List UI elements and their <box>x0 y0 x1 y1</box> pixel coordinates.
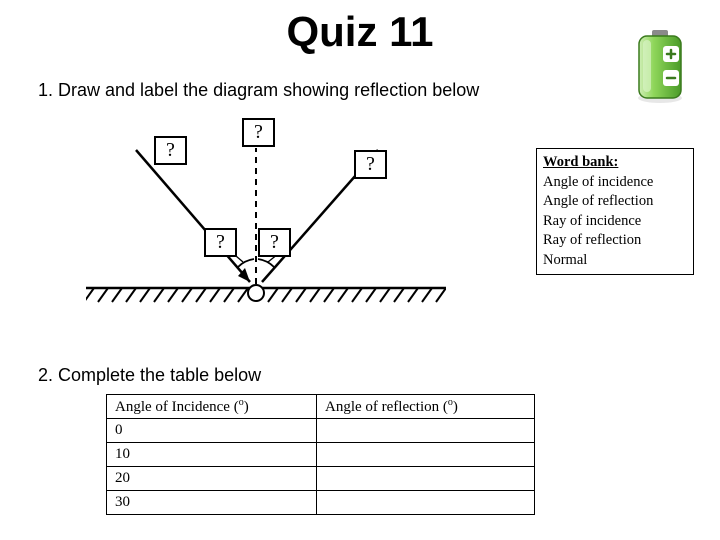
table-cell <box>317 419 535 443</box>
battery-icon <box>630 28 690 98</box>
table-cell <box>317 467 535 491</box>
table-cell: 20 <box>107 467 317 491</box>
reflection-diagram: ? ? ? ? ? <box>86 110 446 330</box>
table-cell: 30 <box>107 491 317 515</box>
question-2-text: 2. Complete the table below <box>38 365 261 386</box>
label-reflected-ray: ? <box>354 150 387 179</box>
table-cell: 0 <box>107 419 317 443</box>
word-bank-item: Ray of incidence <box>543 212 687 232</box>
angle-table: Angle of Incidence (o) Angle of reflecti… <box>106 394 535 515</box>
table-header-reflection: Angle of reflection (o) <box>317 395 535 419</box>
question-1-text: 1. Draw and label the diagram showing re… <box>38 80 479 101</box>
table-cell <box>317 443 535 467</box>
word-bank-title: Word bank: <box>543 153 687 173</box>
word-bank-item: Ray of reflection <box>543 231 687 251</box>
label-incident-ray: ? <box>154 136 187 165</box>
label-normal: ? <box>242 118 275 147</box>
word-bank-item: Angle of incidence <box>543 173 687 193</box>
page-title: Quiz 11 <box>0 0 720 56</box>
table-row: 30 <box>107 491 535 515</box>
table-header-row: Angle of Incidence (o) Angle of reflecti… <box>107 395 535 419</box>
table-cell: 10 <box>107 443 317 467</box>
label-angle-incidence: ? <box>204 228 237 257</box>
table-row: 20 <box>107 467 535 491</box>
table-row: 0 <box>107 419 535 443</box>
table-header-incidence: Angle of Incidence (o) <box>107 395 317 419</box>
word-bank-item: Normal <box>543 251 687 271</box>
word-bank-item: Angle of reflection <box>543 192 687 212</box>
word-bank: Word bank: Angle of incidence Angle of r… <box>536 148 694 275</box>
label-angle-reflection: ? <box>258 228 291 257</box>
table-row: 10 <box>107 443 535 467</box>
table-cell <box>317 491 535 515</box>
